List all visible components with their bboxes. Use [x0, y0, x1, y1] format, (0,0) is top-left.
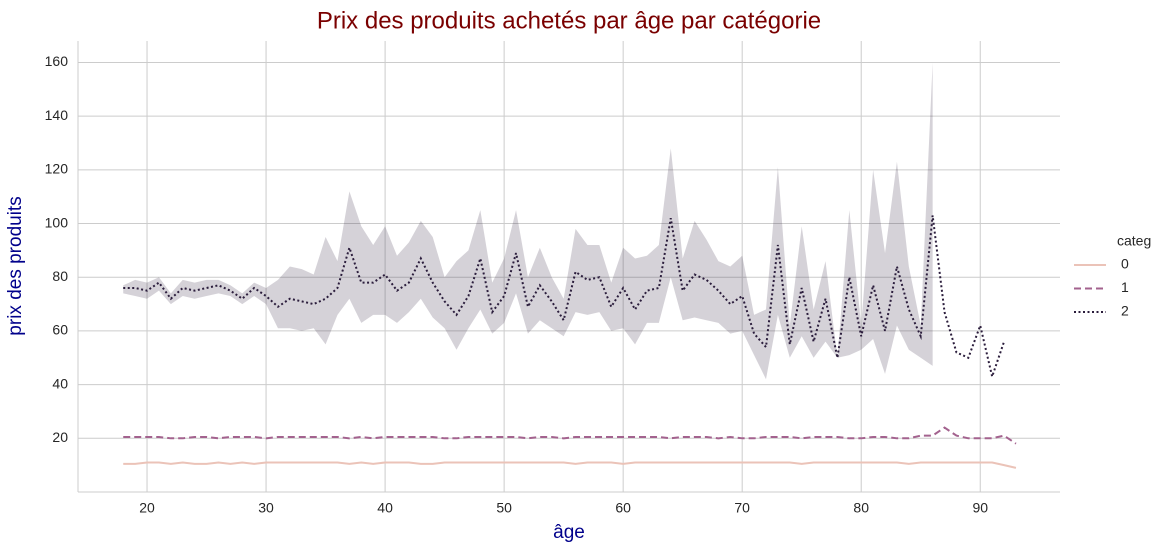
y-tick-label: 100 — [45, 214, 69, 230]
y-tick-label: 160 — [45, 53, 69, 69]
series-line — [123, 461, 1017, 469]
x-tick-label: 50 — [496, 500, 512, 516]
x-tick-label: 20 — [139, 500, 155, 516]
confidence-band — [123, 62, 933, 380]
x-tick-label: 40 — [377, 500, 393, 516]
legend-title: categ — [1117, 233, 1151, 249]
legend-label: 2 — [1121, 303, 1129, 319]
y-tick-label: 140 — [45, 107, 69, 123]
x-tick-label: 90 — [972, 500, 988, 516]
x-axis-label: âge — [553, 522, 585, 543]
legend-label: 1 — [1121, 279, 1129, 295]
x-tick-label: 70 — [734, 500, 750, 516]
y-tick-label: 20 — [52, 429, 68, 445]
y-tick-label: 80 — [52, 268, 68, 284]
chart-title: Prix des produits achetés par âge par ca… — [317, 7, 821, 34]
y-axis-label: prix des produits — [5, 196, 26, 335]
x-tick-label: 60 — [615, 500, 631, 516]
x-tick-label: 30 — [258, 500, 274, 516]
x-tick-label: 80 — [853, 500, 869, 516]
series-line — [123, 426, 1017, 445]
y-tick-label: 60 — [52, 322, 68, 338]
legend-label: 0 — [1121, 256, 1129, 272]
y-tick-label: 40 — [52, 375, 68, 391]
y-tick-label: 120 — [45, 161, 69, 177]
